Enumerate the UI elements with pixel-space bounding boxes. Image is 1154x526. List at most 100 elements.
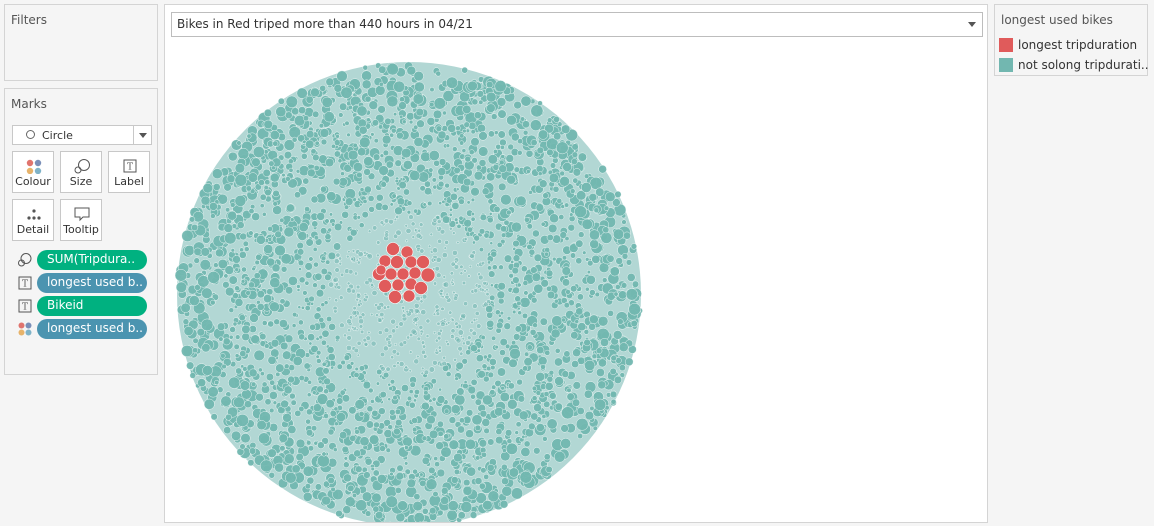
bubble — [264, 179, 271, 186]
bubble — [351, 249, 356, 253]
bubble — [378, 407, 386, 415]
bubble — [389, 132, 395, 138]
bubble — [501, 408, 507, 414]
bubble — [393, 80, 406, 93]
bubble — [378, 81, 384, 87]
bubble — [371, 492, 382, 503]
bubble — [618, 342, 629, 353]
bubble — [610, 355, 617, 362]
bubble — [225, 413, 232, 421]
bubble — [380, 366, 386, 372]
bubble — [229, 326, 236, 333]
bubble — [434, 338, 439, 343]
bubble — [614, 284, 621, 290]
bubble — [232, 292, 239, 300]
bubble — [395, 351, 400, 356]
bubble — [328, 212, 333, 217]
bubble — [291, 107, 300, 116]
bubble — [248, 208, 255, 215]
bubble — [630, 320, 638, 328]
bubble — [549, 392, 557, 400]
bubble — [210, 213, 216, 219]
bubble — [323, 413, 329, 419]
bubble — [253, 272, 261, 280]
bubble — [415, 232, 422, 239]
bubble — [332, 276, 339, 283]
legend-item-longest[interactable]: longest tripduration — [999, 37, 1147, 53]
bubble — [480, 288, 485, 293]
bubble — [338, 262, 343, 266]
bubble — [437, 345, 442, 350]
colour-button[interactable]: Colour — [12, 151, 54, 193]
bubble — [345, 344, 352, 351]
bubble — [505, 154, 514, 163]
bubble — [386, 63, 399, 76]
bubble-group-longest[interactable] — [372, 242, 436, 304]
bubble — [436, 468, 446, 478]
title-dropdown[interactable]: Bikes in Red triped more than 440 hours … — [171, 12, 983, 37]
bubble — [488, 270, 496, 278]
bubble — [412, 426, 418, 433]
bubble — [319, 128, 330, 138]
bubble — [487, 216, 494, 224]
bubble-red — [375, 264, 387, 276]
bubble — [589, 239, 600, 249]
bubble — [470, 216, 476, 222]
bubble — [478, 99, 484, 105]
bubble — [353, 449, 361, 458]
bubble — [362, 65, 369, 71]
bubble — [470, 187, 480, 197]
bubble — [482, 281, 487, 286]
size-field-pill[interactable]: SUM(Tripdura.. — [37, 250, 147, 270]
bubble — [286, 203, 295, 213]
bubble — [522, 120, 530, 129]
filters-shelf[interactable]: Filters — [4, 4, 158, 81]
legend-item-not-so-long[interactable]: not solong tripdurati.. — [999, 57, 1149, 73]
bubble — [479, 410, 488, 418]
packed-bubble-chart[interactable] — [165, 5, 987, 522]
bubble — [575, 239, 584, 248]
bubble — [574, 205, 587, 218]
bubble — [307, 379, 313, 385]
bubble — [483, 427, 490, 435]
detail-button[interactable]: Detail — [12, 199, 54, 241]
label-button[interactable]: T Label — [108, 151, 150, 193]
bubble — [342, 505, 352, 515]
bubble — [586, 274, 596, 285]
bubble — [389, 471, 394, 477]
bubble — [388, 386, 393, 391]
bubble — [518, 410, 529, 421]
bubble — [459, 140, 465, 146]
colour-field-pill[interactable]: longest used b.. — [37, 319, 147, 339]
bubble — [423, 354, 428, 359]
bubble-red — [388, 290, 402, 304]
bubble — [580, 182, 592, 193]
bubble — [224, 232, 237, 245]
bubble — [423, 390, 429, 396]
chevron-down-icon[interactable] — [133, 126, 151, 144]
bubble — [335, 252, 341, 258]
bubble — [319, 283, 327, 291]
bubble — [237, 147, 250, 160]
bubble — [263, 294, 273, 303]
bubble — [332, 447, 338, 453]
mark-type-dropdown[interactable]: Circle — [12, 125, 152, 145]
bubble-red — [408, 266, 422, 280]
legend-swatch-teal — [999, 58, 1013, 72]
size-button[interactable]: Size — [60, 151, 102, 193]
bubble — [462, 128, 467, 134]
bubble — [583, 389, 593, 399]
bubble — [390, 318, 396, 325]
tooltip-button[interactable]: Tooltip — [60, 199, 102, 241]
bubble — [422, 344, 427, 349]
bubble — [255, 254, 262, 261]
bubble — [258, 367, 263, 373]
bubble — [574, 319, 580, 324]
bubble-red — [391, 278, 405, 292]
chevron-down-icon[interactable] — [968, 22, 976, 27]
bubble — [418, 325, 424, 330]
bubble — [345, 197, 354, 206]
bikeid-field-pill[interactable]: Bikeid — [37, 296, 147, 316]
bubble — [183, 326, 194, 336]
label-field-pill[interactable]: longest used b.. — [37, 273, 147, 293]
